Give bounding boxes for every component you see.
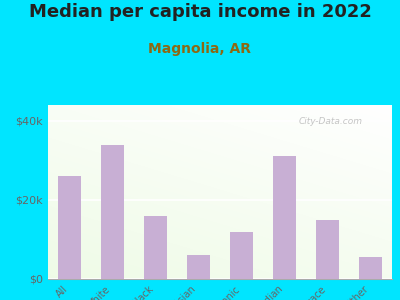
Bar — [101, 145, 124, 279]
Text: Magnolia, AR: Magnolia, AR — [148, 42, 252, 56]
Bar — [316, 220, 339, 279]
Bar — [273, 156, 296, 279]
Bar — [230, 232, 253, 279]
Text: Median per capita income in 2022: Median per capita income in 2022 — [28, 3, 372, 21]
Text: City-Data.com: City-Data.com — [299, 117, 363, 126]
Bar — [58, 176, 81, 279]
Bar — [144, 216, 167, 279]
Bar — [187, 255, 210, 279]
Bar — [359, 257, 382, 279]
